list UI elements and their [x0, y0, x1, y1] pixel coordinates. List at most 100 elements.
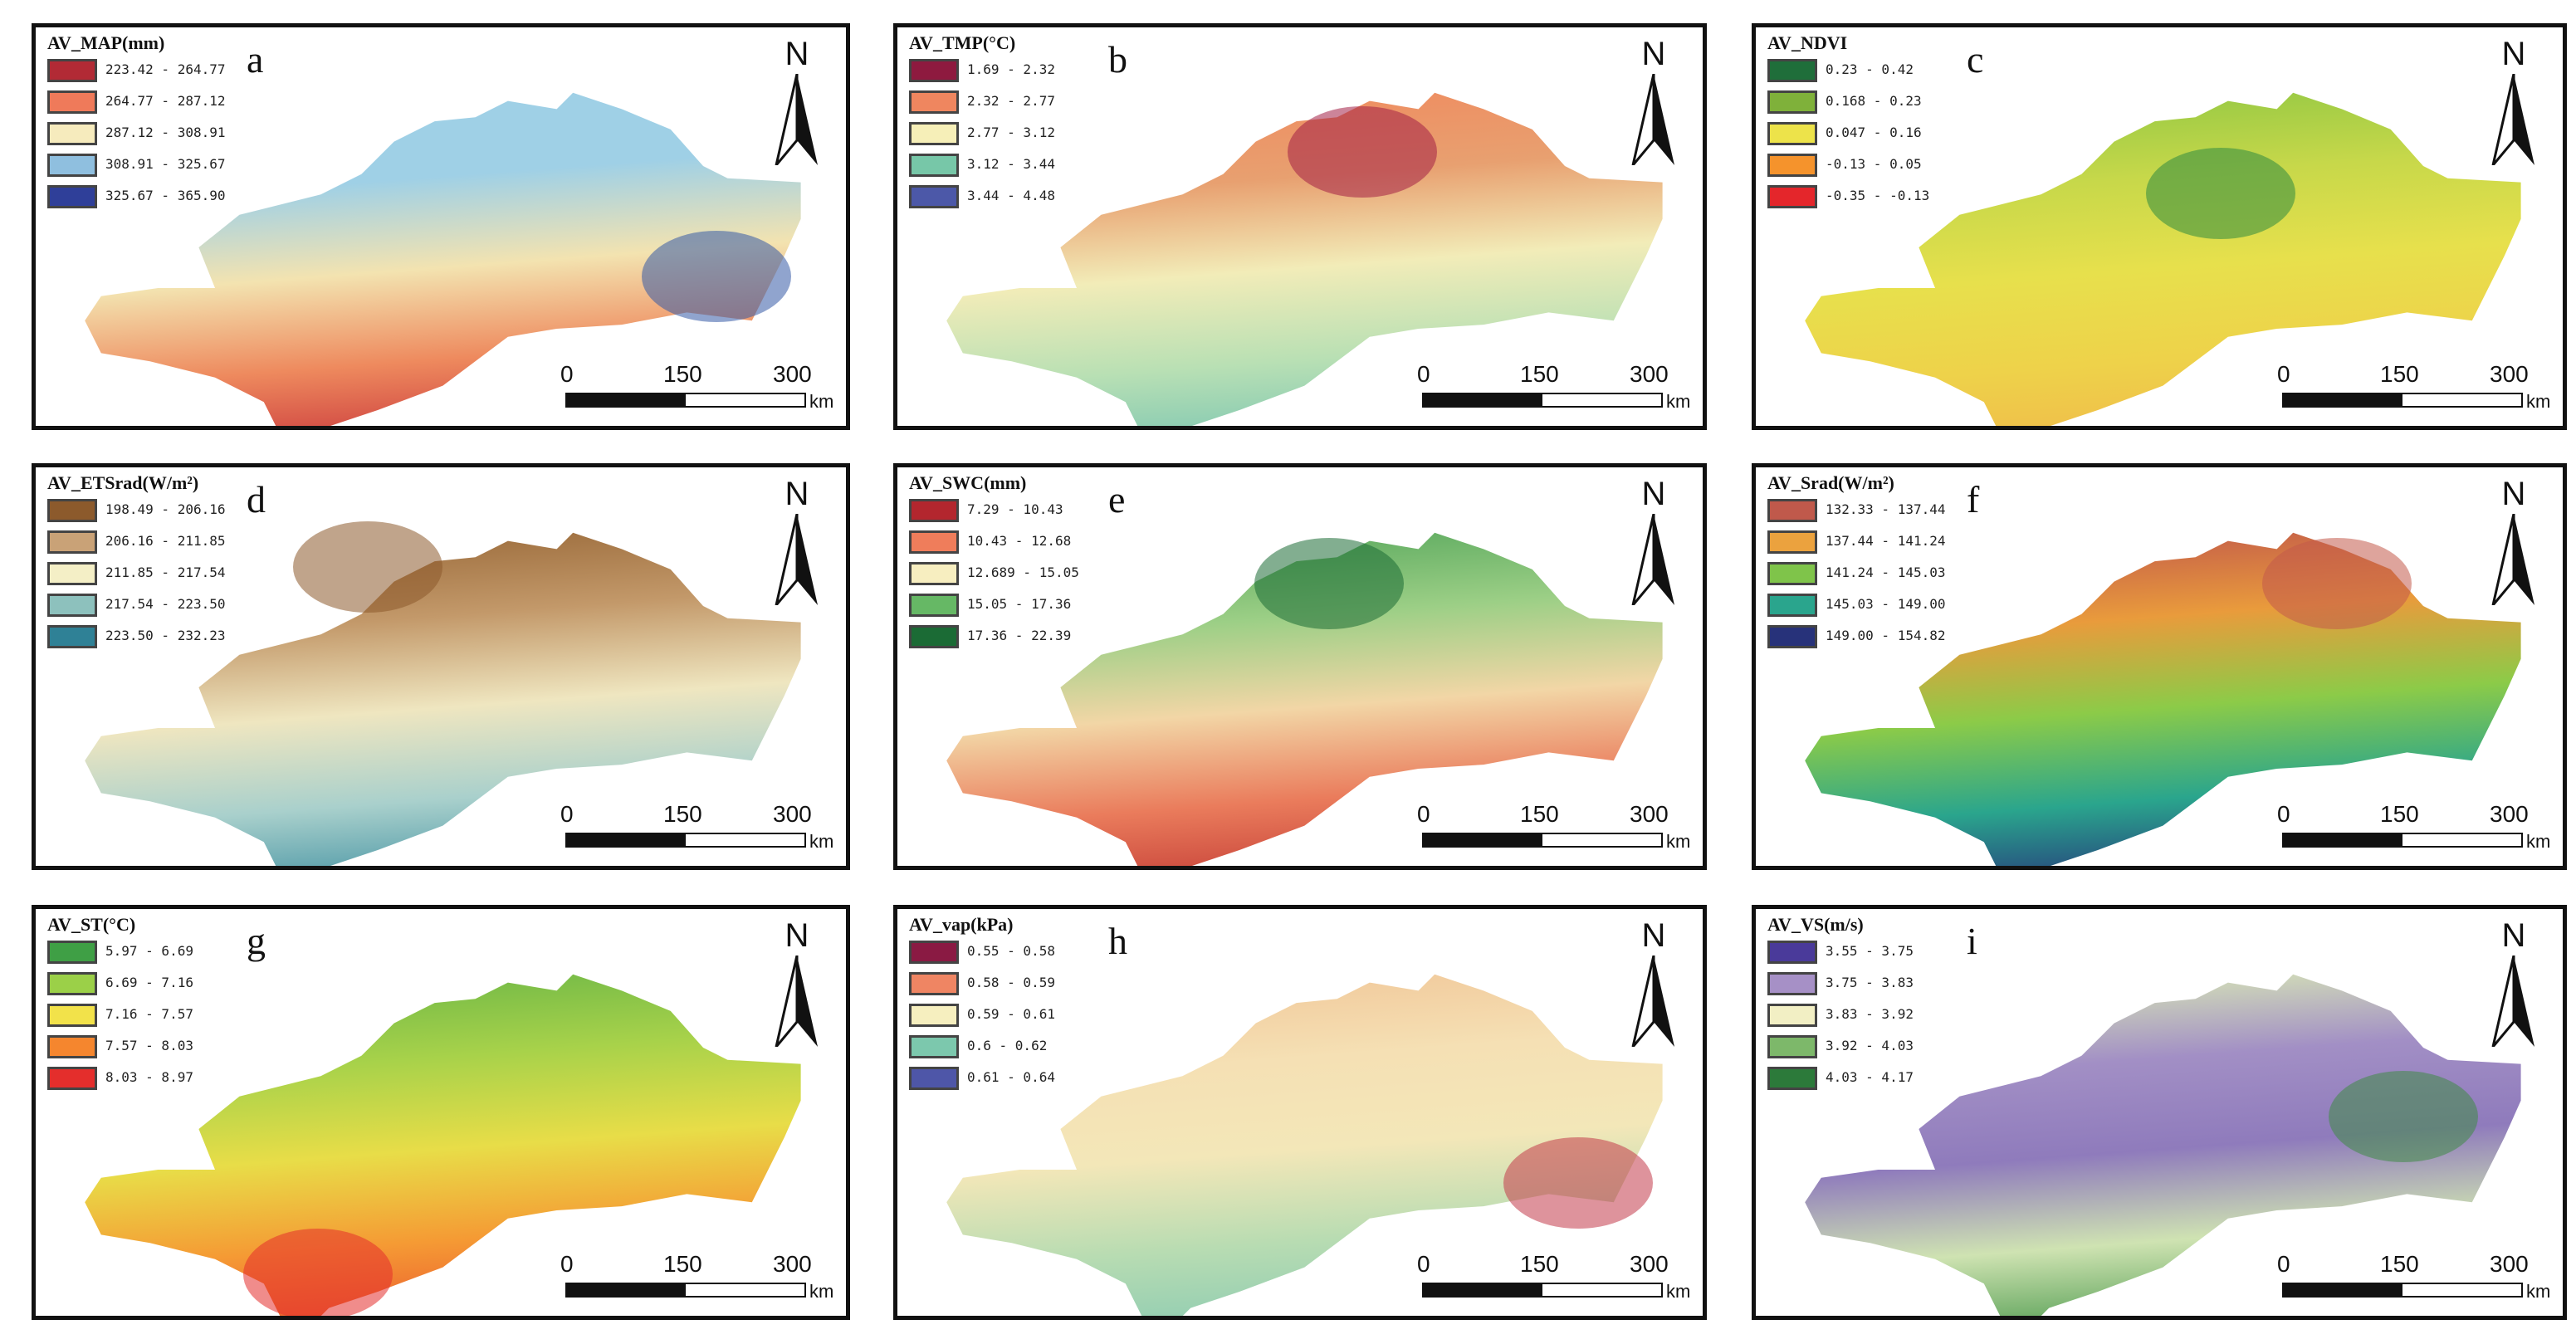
scale-bar-graphic	[2282, 1283, 2523, 1298]
scale-bar-graphic	[565, 833, 806, 848]
scale-tick: 150	[1520, 361, 1559, 387]
legend-label: 15.05 - 17.36	[967, 596, 1072, 612]
map-panel-d: AV_ETSrad(W/m²) 198.49 - 206.16 206.16 - …	[32, 463, 850, 870]
north-label: N	[785, 917, 809, 954]
scale-tick: 150	[663, 801, 702, 827]
scale-bar: 0 150 300 km	[560, 361, 834, 419]
panel-letter: a	[247, 38, 264, 81]
panel-title: AV_ETSrad(W/m²)	[47, 472, 199, 493]
legend-swatch	[909, 594, 959, 617]
legend-label: 10.43 - 12.68	[967, 533, 1072, 549]
legend-label: 217.54 - 223.50	[105, 596, 226, 612]
legend-label: 308.91 - 325.67	[105, 156, 226, 172]
north-arrow: N	[1625, 917, 1683, 1050]
scale-tick: 0	[1417, 361, 1430, 387]
north-arrow-icon	[775, 955, 818, 1047]
north-arrow: N	[2485, 36, 2543, 169]
region-map	[946, 532, 1663, 866]
scale-unit: km	[1666, 831, 1691, 852]
scale-bar: 0 150 300 km	[560, 1251, 834, 1309]
panel-letter: d	[247, 478, 266, 520]
scale-unit: km	[2526, 831, 2551, 852]
legend-swatch	[47, 154, 97, 177]
panel-title: AV_Srad(W/m²)	[1767, 472, 1894, 493]
north-arrow: N	[2485, 476, 2543, 608]
legend-swatch	[909, 1004, 959, 1027]
north-label: N	[2501, 476, 2526, 512]
scale-tick: 300	[773, 361, 812, 387]
legend-swatch	[47, 499, 97, 522]
panel-title: AV_SWC(mm)	[909, 472, 1027, 493]
scale-tick: 150	[663, 1251, 702, 1277]
scale-bar: 0 150 300 km	[2277, 801, 2551, 859]
north-arrow-icon	[775, 74, 818, 165]
legend-swatch	[47, 972, 97, 995]
scale-bar-graphic	[1422, 393, 1663, 408]
legend-swatch	[1767, 1035, 1817, 1058]
region-map	[85, 974, 801, 1316]
north-arrow-icon	[2491, 955, 2534, 1047]
legend-label: 17.36 - 22.39	[967, 628, 1072, 643]
legend-label: 3.83 - 3.92	[1826, 1006, 1914, 1022]
scale-tick: 150	[2380, 361, 2419, 387]
legend-swatch	[909, 185, 959, 208]
legend-label: 3.44 - 4.48	[967, 188, 1055, 203]
scale-tick: 0	[1417, 1251, 1430, 1277]
scale-bar: 0 150 300 km	[2277, 1251, 2551, 1309]
map-panel-a: AV_MAP(mm) 223.42 - 264.77 264.77 - 287.1…	[32, 23, 850, 430]
scale-tick: 300	[2490, 801, 2529, 827]
legend-swatch	[47, 530, 97, 554]
scale-tick: 300	[2490, 361, 2529, 387]
legend-swatch	[1767, 59, 1817, 82]
panel-title: AV_ST(°C)	[47, 914, 136, 935]
map-panel-i: AV_VS(m/s) 3.55 - 3.75 3.75 - 3.83 3.83 - …	[1752, 905, 2567, 1320]
north-label: N	[1641, 917, 1666, 954]
scale-bar-graphic	[2282, 833, 2523, 848]
legend-swatch	[47, 594, 97, 617]
region-map	[1805, 974, 2521, 1316]
region-map	[1805, 532, 2521, 866]
scale-tick: 300	[773, 1251, 812, 1277]
scale-bar: 0 150 300 km	[560, 801, 834, 859]
legend-label: 0.6 - 0.62	[967, 1038, 1048, 1053]
north-arrow-icon	[2491, 74, 2534, 165]
panel-letter: g	[247, 920, 266, 962]
legend-label: 3.55 - 3.75	[1826, 943, 1914, 959]
north-arrow-icon	[775, 514, 818, 605]
legend-swatch	[1767, 1004, 1817, 1027]
legend-swatch	[47, 941, 97, 964]
north-arrow-icon	[1631, 74, 1674, 165]
scale-tick: 300	[773, 801, 812, 827]
panel-letter: f	[1967, 478, 1980, 520]
legend-swatch	[47, 1004, 97, 1027]
scale-tick: 150	[663, 361, 702, 387]
legend-swatch	[909, 625, 959, 648]
scale-tick: 300	[2490, 1251, 2529, 1277]
scale-tick: 0	[2277, 361, 2290, 387]
legend-swatch	[1767, 594, 1817, 617]
legend-label: 7.57 - 8.03	[105, 1038, 193, 1053]
legend-label: 3.12 - 3.44	[967, 156, 1055, 172]
legend-label: -0.35 - -0.13	[1826, 188, 1930, 203]
scale-unit: km	[809, 831, 834, 852]
legend-label: 6.69 - 7.16	[105, 975, 193, 990]
legend-label: 287.12 - 308.91	[105, 125, 226, 140]
panel-letter: i	[1967, 920, 1977, 962]
map-panel-g: AV_ST(°C) 5.97 - 6.69 6.69 - 7.16 7.16 - 7…	[32, 905, 850, 1320]
scale-tick: 0	[2277, 801, 2290, 827]
legend-swatch	[1767, 154, 1817, 177]
legend-swatch	[1767, 122, 1817, 145]
north-arrow: N	[1625, 36, 1683, 169]
legend-swatch	[47, 1035, 97, 1058]
panel-title: AV_MAP(mm)	[47, 32, 165, 53]
legend-swatch	[47, 122, 97, 145]
legend-swatch	[47, 59, 97, 82]
legend-label: 3.92 - 4.03	[1826, 1038, 1914, 1053]
scale-bar: 0 150 300 km	[1417, 1251, 1691, 1309]
scale-tick: 300	[1630, 361, 1669, 387]
scale-tick: 0	[1417, 801, 1430, 827]
legend-label: 7.16 - 7.57	[105, 1006, 193, 1022]
map-panel-c: AV_NDVI 0.23 - 0.42 0.168 - 0.23 0.047 - 0…	[1752, 23, 2567, 430]
legend-label: 0.168 - 0.23	[1826, 93, 1922, 109]
legend-swatch	[909, 59, 959, 82]
